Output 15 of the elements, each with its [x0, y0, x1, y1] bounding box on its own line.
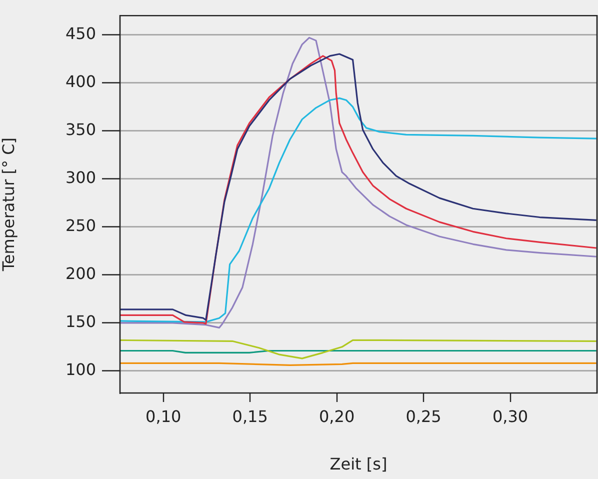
x-tick-label: 0,20	[319, 406, 355, 426]
y-tick-label: 450	[65, 24, 96, 43]
y-axis-title: Temperatur [° C]	[0, 137, 18, 272]
y-tick-label: 350	[65, 120, 96, 139]
y-tick-label: 150	[65, 312, 96, 332]
y-tick-label: 300	[65, 168, 96, 188]
x-tick-label: 0,30	[492, 406, 528, 426]
x-tick-label: 0,25	[406, 406, 442, 426]
y-tick-label: 250	[65, 216, 96, 236]
x-tick-label: 0,10	[146, 406, 182, 426]
y-tick-label: 400	[65, 72, 96, 91]
x-axis-title: Zeit [s]	[330, 454, 388, 474]
y-tick-label: 100	[65, 360, 96, 380]
y-tick-label: 200	[65, 264, 96, 284]
x-tick-label: 0,15	[232, 406, 268, 426]
